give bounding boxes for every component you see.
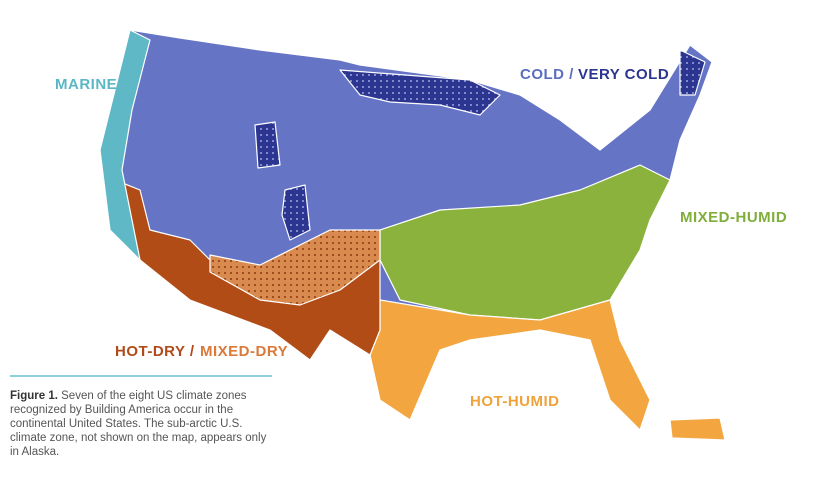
mixed-humid-zone xyxy=(379,164,671,321)
mixed-dry-zone xyxy=(209,229,381,306)
zone-label: HOT-DRY / xyxy=(115,343,195,360)
very-cold-zone xyxy=(339,69,501,116)
caption-lead: Figure 1. xyxy=(10,390,58,402)
very-cold-zone xyxy=(281,184,311,241)
very-cold-zone xyxy=(254,121,281,169)
divider xyxy=(10,375,272,377)
zone-label: MIXED-HUMID xyxy=(680,209,788,226)
zone-label: MIXED-DRY xyxy=(200,343,289,360)
caption: Figure 1. Seven of the eight US climate … xyxy=(10,389,272,459)
marine-zone xyxy=(99,29,151,261)
zone-label: HOT-HUMID xyxy=(470,393,560,410)
very-cold-zone xyxy=(679,49,706,96)
caption-text: Seven of the eight US climate zones reco… xyxy=(10,390,267,458)
puerto-rico xyxy=(669,417,726,441)
hot-humid-zone xyxy=(369,299,651,431)
zone-label: COLD / xyxy=(520,66,574,83)
zone-label: VERY COLD xyxy=(578,66,670,83)
zone-label: MARINE xyxy=(55,76,118,93)
